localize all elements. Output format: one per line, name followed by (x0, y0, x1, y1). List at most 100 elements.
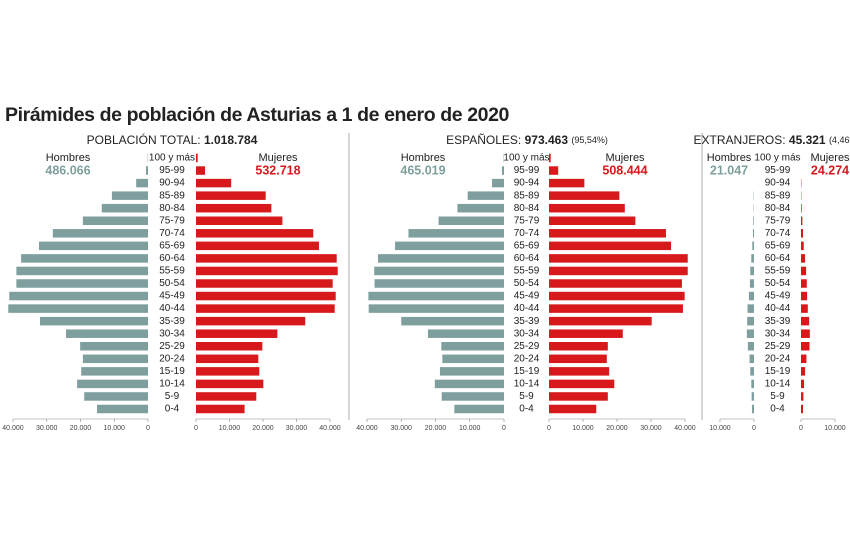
bar-men (377, 254, 504, 263)
bar-women (549, 304, 683, 313)
series-total: 465.019 (400, 163, 445, 177)
bar-women (549, 404, 597, 414)
age-label: 95-99 (765, 165, 791, 176)
legend-label: Hombres (46, 152, 91, 164)
age-label: 80-84 (159, 203, 185, 214)
bar-women (549, 379, 615, 389)
series-total: 508.444 (602, 163, 647, 177)
x-tick-label: 10.000 (219, 425, 241, 432)
bar-men (439, 367, 504, 376)
age-label: 85-89 (514, 190, 540, 201)
age-label: 55-59 (765, 266, 791, 277)
panel-share: (4,46%) (829, 135, 850, 145)
bar-women (549, 229, 666, 238)
bar-women (196, 329, 278, 338)
bar-men (434, 379, 504, 389)
bar-men (747, 316, 754, 326)
x-tick-label: 40.000 (2, 425, 24, 432)
age-label: 25-29 (159, 341, 185, 352)
bar-women (196, 266, 338, 276)
age-label: 100 y más (503, 153, 549, 164)
age-label: 5-9 (770, 391, 785, 402)
bar-women (196, 241, 319, 251)
panel-title: ESPAÑOLES: 973.463 (95,54%) (446, 133, 608, 147)
bar-men (16, 279, 148, 288)
bar-women (549, 291, 685, 301)
bar-men (65, 329, 148, 338)
age-label: 50-54 (765, 278, 791, 289)
age-label: 10-14 (159, 379, 185, 390)
legend-label: Hombres (707, 152, 752, 164)
bar-men (751, 392, 754, 401)
age-label: 75-79 (159, 215, 185, 226)
bar-women (196, 291, 336, 301)
x-tick-label: 10.000 (572, 425, 594, 432)
age-label: 0-4 (770, 404, 785, 415)
bar-women (196, 216, 283, 225)
bar-men (749, 279, 754, 288)
age-label: 80-84 (765, 203, 791, 214)
bar-men (408, 229, 504, 238)
age-label: 5-9 (519, 391, 534, 402)
bar-women (801, 291, 808, 301)
bar-men (368, 291, 504, 301)
legend-label: Mujeres (605, 152, 645, 164)
age-label: 15-19 (514, 366, 540, 377)
bar-women (549, 191, 620, 200)
age-label: 85-89 (765, 190, 791, 201)
age-label: 75-79 (514, 215, 540, 226)
x-tick-label: 0 (799, 425, 803, 432)
panel-total: 1.018.784 (204, 133, 258, 147)
bar-men (374, 279, 504, 288)
bar-women (801, 329, 810, 338)
bar-women (801, 304, 808, 313)
x-tick-label: 40.000 (356, 425, 378, 432)
age-label: 20-24 (159, 353, 185, 364)
bar-women (549, 367, 610, 376)
bar-men (374, 266, 504, 276)
bar-women (801, 379, 805, 389)
bar-women (801, 316, 810, 326)
x-tick-label: 10.000 (709, 425, 731, 432)
age-label: 90-94 (514, 178, 540, 189)
bar-women (549, 392, 608, 401)
bar-men (145, 166, 148, 175)
panel-title: EXTRANJEROS: 45.321 (4,46%) (694, 133, 850, 147)
bar-women (801, 404, 804, 414)
age-label: 25-29 (514, 341, 540, 352)
bar-women (196, 354, 259, 364)
bar-women (196, 254, 337, 263)
bar-women (196, 304, 335, 313)
panel-title: POBLACIÓN TOTAL: 1.018.784 (87, 132, 258, 147)
bar-men (97, 404, 148, 414)
age-label: 40-44 (514, 303, 540, 314)
x-tick-label: 0 (502, 425, 506, 432)
series-total: 21.047 (710, 163, 748, 177)
bar-men (457, 203, 504, 213)
bar-women (196, 178, 232, 188)
legend-label: Hombres (401, 152, 446, 164)
age-label: 10-14 (765, 379, 791, 390)
bar-men (454, 404, 504, 414)
bar-men (749, 354, 754, 364)
bar-women (801, 266, 807, 276)
age-label: 40-44 (159, 303, 185, 314)
age-label: 90-94 (159, 178, 185, 189)
bar-women (801, 367, 806, 376)
bar-men (40, 316, 148, 326)
page-title: Pirámides de población de Asturias a 1 d… (5, 104, 510, 126)
age-label: 20-24 (514, 353, 540, 364)
age-label: 45-49 (765, 291, 791, 302)
bar-women (196, 203, 272, 213)
age-label: 30-34 (159, 328, 185, 339)
age-label: 40-44 (765, 303, 791, 314)
age-label: 45-49 (159, 291, 185, 302)
bar-women (549, 216, 636, 225)
age-label: 60-64 (765, 253, 791, 264)
age-label: 70-74 (159, 228, 185, 239)
bar-men (751, 379, 754, 389)
age-label: 0-4 (165, 404, 180, 415)
x-tick-label: 10.000 (824, 425, 846, 432)
bar-men (16, 266, 148, 276)
